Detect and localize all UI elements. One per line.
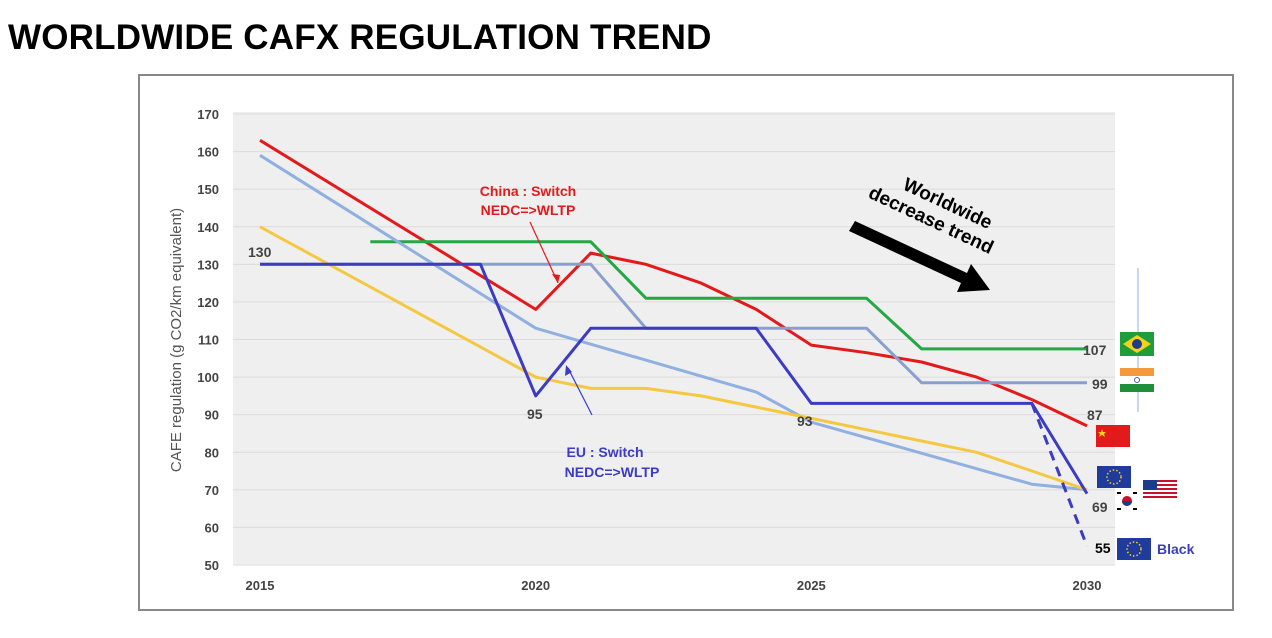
y-tick-label: 120: [197, 295, 219, 310]
x-tick-label: 2020: [521, 578, 550, 593]
series-line-4: [259, 225, 1088, 492]
x-tick-label: 2025: [797, 578, 826, 593]
y-tick-label: 70: [205, 483, 219, 498]
end-label-87: 87: [1087, 407, 1103, 423]
y-axis-label: CAFE regulation (g CO2/km equivalent): [168, 208, 185, 472]
eu-flag-black-icon: [1117, 538, 1151, 560]
series-line-3: [259, 154, 1088, 492]
series-line-1: [370, 240, 1087, 351]
x-tick-label: 2015: [246, 578, 275, 593]
eu-arrow-head: [565, 365, 572, 376]
y-tick-label: 110: [198, 333, 219, 348]
brazil-flag-icon: [1120, 332, 1154, 356]
china-annotation-arrow: [529, 221, 559, 284]
eu-annotation-line1: EU : Switch: [566, 444, 643, 460]
india-flag-icon: [1120, 368, 1154, 392]
y-tick-label: 150: [197, 182, 219, 197]
end-label-69: 69: [1092, 499, 1108, 515]
decrease-arrow: [849, 221, 990, 292]
china-annotation-line2: NEDC=>WLTP: [481, 202, 576, 218]
y-tick-label: 170: [197, 107, 219, 122]
y-tick-label: 140: [197, 220, 219, 235]
y-axis-ticks: 170 160 150 140 130 120 110 100 90 80 70 60 50: [197, 107, 219, 573]
x-tick-label: 2030: [1073, 578, 1102, 593]
end-label-107: 107: [1083, 342, 1107, 358]
y-tick-label: 100: [197, 370, 219, 385]
plot-area: [233, 112, 1115, 565]
y-tick-label: 50: [205, 558, 219, 573]
usa-flag-icon: [1143, 480, 1177, 499]
y-tick-label: 80: [205, 445, 219, 460]
end-label-55: 55: [1095, 540, 1111, 556]
eu-annotation-line2: NEDC=>WLTP: [565, 464, 660, 480]
value-label-130: 130: [248, 244, 272, 260]
china-arrow-head: [552, 274, 560, 283]
value-label-93: 93: [797, 413, 813, 429]
x-axis-ticks: 2015 2020 2025 2030: [246, 578, 1102, 593]
y-tick-label: 90: [205, 408, 219, 423]
series-group: [259, 139, 1089, 547]
y-tick-label: 130: [197, 257, 219, 272]
value-label-95: 95: [527, 406, 543, 422]
korea-flag-icon: [1115, 490, 1139, 512]
eu-flag-icon: [1097, 466, 1131, 488]
end-label-99: 99: [1092, 376, 1108, 392]
gridlines: [233, 113, 1115, 566]
eu-annotation-arrow: [567, 367, 593, 416]
y-tick-label: 60: [205, 520, 219, 535]
china-flag-icon: [1096, 425, 1130, 447]
black-label: Black: [1157, 541, 1195, 557]
y-tick-label: 160: [197, 145, 219, 160]
page-title: WORLDWIDE CAFX REGULATION TREND: [8, 18, 712, 57]
series-line-6: [1030, 402, 1089, 547]
series-line-5: [260, 262, 1089, 495]
china-annotation-line1: China : Switch: [480, 183, 576, 199]
